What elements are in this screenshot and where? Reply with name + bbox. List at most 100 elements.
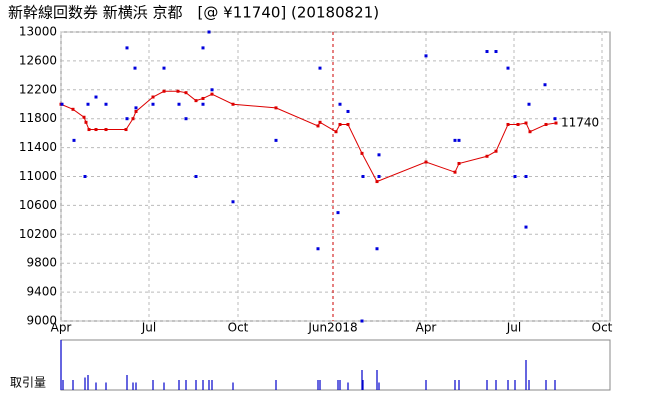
scatter-point (360, 319, 364, 323)
price-point (506, 122, 510, 126)
scatter-point (104, 102, 108, 106)
scatter-point (125, 117, 129, 121)
scatter-point (133, 66, 137, 70)
volume-label: 取引量 (10, 376, 46, 390)
price-point (453, 170, 457, 174)
price-point (210, 92, 214, 96)
x-tick-label: Jun2018 (307, 321, 357, 335)
scatter-point (83, 175, 87, 178)
scatter-point (94, 95, 98, 99)
scatter-point (210, 88, 214, 92)
price-point (334, 130, 338, 134)
price-point (338, 122, 342, 126)
scatter-point (424, 54, 428, 58)
price-point (184, 91, 188, 95)
scatter-point (485, 50, 489, 54)
price-point (318, 120, 322, 124)
price-point (274, 106, 278, 110)
scatter-point (346, 109, 350, 113)
plot-frame (60, 31, 611, 322)
scatter-point (134, 106, 138, 110)
scatter-point (375, 247, 379, 251)
price-point (544, 122, 548, 126)
scatter-point (184, 117, 188, 121)
scatter-point (527, 102, 531, 106)
scatter-point (506, 66, 510, 70)
price-point (124, 128, 128, 132)
price-point (194, 99, 198, 103)
x-tick-label: Apr (51, 321, 72, 335)
price-point (516, 122, 520, 126)
x-tick-label: Oct (592, 321, 613, 335)
scatter-point (151, 102, 155, 106)
price-point (360, 151, 364, 155)
scatter-point (125, 46, 129, 50)
y-tick-label: 10600 (19, 198, 57, 212)
scatter-point (201, 46, 205, 50)
price-point (316, 124, 320, 128)
price-point (176, 89, 180, 93)
chart-title: 新幹線回数券 新横浜 京都 [@ ¥11740] (20180821) (8, 4, 379, 22)
scatter-point (60, 102, 64, 106)
scatter-point (274, 138, 278, 142)
scatter-point (72, 138, 76, 142)
price-point (151, 95, 155, 99)
volume-frame (60, 339, 611, 391)
price-line (60, 90, 557, 183)
price-point (528, 130, 532, 134)
scatter-point (543, 83, 547, 87)
price-point (162, 89, 166, 93)
price-point (494, 149, 498, 153)
price-point (104, 128, 108, 132)
price-point (131, 117, 135, 121)
price-point (346, 122, 350, 126)
scatter-point (377, 153, 381, 157)
price-point (87, 128, 91, 132)
scatter-point (336, 211, 340, 215)
end-label: 11740 (561, 116, 599, 130)
scatter-point (361, 175, 365, 178)
scatter-point (201, 102, 205, 106)
scatter-point (453, 138, 457, 142)
scatter-point (377, 175, 381, 178)
y-tick-label: 9800 (26, 256, 57, 270)
price-point (524, 121, 528, 125)
scatter-point (194, 175, 198, 178)
price-point (84, 120, 88, 124)
scatter-point (553, 117, 557, 121)
x-tick-label: Jul (141, 321, 156, 335)
y-tick-label: 12600 (19, 53, 57, 67)
y-tick-label: 9000 (26, 314, 57, 328)
y-tick-label: 12200 (19, 82, 57, 96)
scatter-point (231, 200, 235, 204)
scatter-point (177, 102, 181, 106)
y-tick-label: 9400 (26, 285, 57, 299)
price-point (375, 180, 379, 184)
y-tick-label: 11400 (19, 140, 57, 154)
scatter-point (86, 102, 90, 106)
scatter-point (494, 50, 498, 54)
x-tick-label: Oct (228, 321, 249, 335)
scatter-point (338, 102, 342, 106)
scatter-point (318, 66, 322, 70)
scatter-point (207, 30, 211, 34)
scatter-point (524, 175, 528, 178)
y-tick-label: 11000 (19, 169, 57, 183)
price-point (94, 128, 98, 132)
scatter-point (513, 175, 517, 178)
x-tick-label: Apr (416, 321, 437, 335)
price-point (134, 109, 138, 113)
y-tick-label: 13000 (19, 25, 57, 39)
y-tick-label: 11800 (19, 111, 57, 125)
price-point (82, 115, 86, 119)
scatter-point (524, 225, 528, 229)
x-tick-label: Jul (506, 321, 521, 335)
price-point (231, 102, 235, 106)
y-tick-label: 10200 (19, 227, 57, 241)
price-point (485, 154, 489, 158)
scatter-point (162, 66, 166, 70)
price-point (554, 121, 558, 125)
price-point (201, 96, 205, 100)
price-point (457, 161, 461, 165)
